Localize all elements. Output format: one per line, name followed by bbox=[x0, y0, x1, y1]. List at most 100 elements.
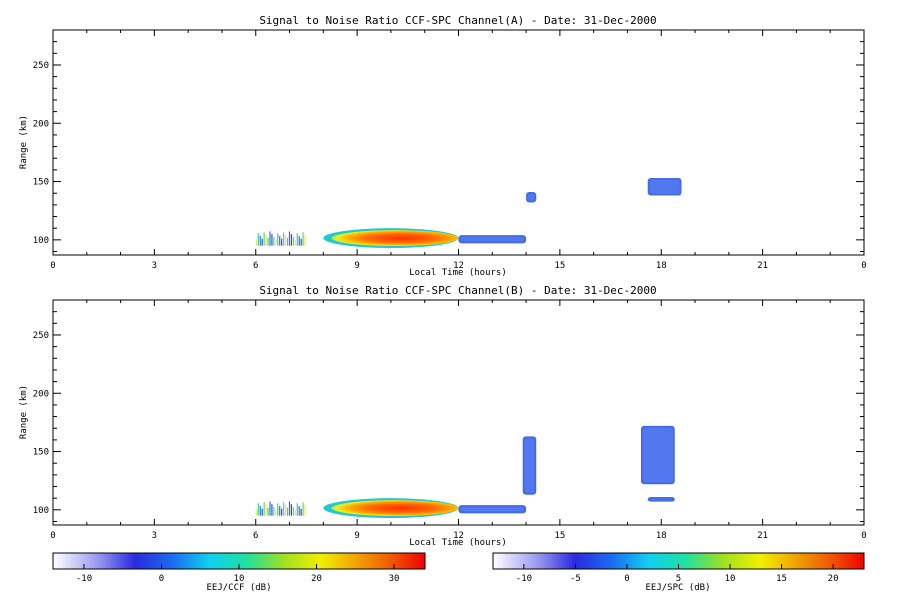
y-tick-label: 200 bbox=[33, 389, 49, 399]
snr-speckle bbox=[265, 235, 267, 246]
x-axis-label: Local Time (hours) bbox=[409, 268, 507, 278]
snr-speckle bbox=[271, 234, 273, 246]
x-tick-label: 18 bbox=[656, 531, 667, 541]
snr-speckle bbox=[277, 233, 279, 246]
y-tick-label: 150 bbox=[33, 178, 49, 188]
snr-speckle bbox=[296, 503, 298, 516]
colorbar-tick-label: 20 bbox=[311, 574, 322, 584]
y-tick-label: 250 bbox=[33, 331, 49, 341]
snr-speckle bbox=[286, 507, 289, 516]
colorbar-tick-label: -5 bbox=[570, 574, 581, 584]
colorbar-tick-label: 0 bbox=[624, 574, 629, 584]
snr-speckle bbox=[302, 502, 304, 516]
colorbar-tick-label: -10 bbox=[76, 574, 92, 584]
colorbar-tick-label: 10 bbox=[234, 574, 245, 584]
x-tick-label: 9 bbox=[354, 531, 359, 541]
colorbar-tick-label: 5 bbox=[676, 574, 681, 584]
snr-region-inner bbox=[524, 438, 535, 493]
snr-speckle bbox=[273, 506, 275, 516]
snr-speckle bbox=[286, 237, 289, 246]
x-tick-label: 0 bbox=[861, 531, 866, 541]
snr-speckle bbox=[288, 501, 291, 516]
x-axis-label: Local Time (hours) bbox=[409, 538, 507, 548]
x-tick-label: 9 bbox=[354, 261, 359, 271]
x-tick-label: 3 bbox=[152, 261, 157, 271]
heatmap-area bbox=[255, 425, 675, 519]
snr-speckle bbox=[298, 235, 300, 246]
x-axis-ticks: 0 3 6 9 12 15 18 21 0 bbox=[50, 300, 867, 541]
snr-speckle bbox=[275, 509, 277, 516]
x-axis-ticks: 0 3 6 9 12 15 18 21 0 bbox=[50, 30, 867, 271]
snr-speckle bbox=[294, 239, 296, 246]
panel-channel-b: Signal to Noise Ratio CCF-SPC Channel(B)… bbox=[19, 284, 867, 548]
x-tick-label: 18 bbox=[656, 261, 667, 271]
snr-speckle bbox=[294, 509, 296, 516]
snr-speckle bbox=[290, 504, 293, 516]
y-axis-ticks: 100 150 200 250 bbox=[33, 299, 864, 523]
x-tick-label: 6 bbox=[253, 531, 258, 541]
x-tick-label: 15 bbox=[554, 531, 565, 541]
snr-speckle bbox=[279, 235, 281, 246]
snr-speckle bbox=[267, 237, 269, 246]
snr-speckle bbox=[259, 505, 261, 516]
snr-speckle bbox=[304, 505, 306, 516]
y-axis-ticks: 100 150 200 250 bbox=[33, 29, 864, 253]
y-tick-label: 100 bbox=[33, 236, 49, 246]
snr-speckle bbox=[302, 232, 304, 246]
snr-speckle bbox=[281, 238, 283, 246]
snr-speckle bbox=[284, 235, 287, 246]
x-tick-label: 21 bbox=[757, 261, 768, 271]
snr-speckle bbox=[296, 233, 298, 246]
snr-speckle bbox=[283, 502, 285, 516]
colorbar-label: EEJ/SPC (dB) bbox=[645, 583, 710, 593]
snr-speckle bbox=[257, 233, 259, 246]
snr-region-core bbox=[331, 500, 459, 517]
snr-speckle bbox=[259, 235, 261, 246]
x-tick-label: 0 bbox=[50, 261, 55, 271]
snr-speckle bbox=[255, 239, 257, 246]
snr-speckle bbox=[263, 232, 265, 246]
colorbar-tick-label: 20 bbox=[828, 574, 839, 584]
y-axis-label: Range (km) bbox=[19, 115, 29, 169]
snr-speckle bbox=[267, 507, 269, 516]
snr-speckle bbox=[300, 238, 302, 246]
panel-channel-a: Signal to Noise Ratio CCF-SPC Channel(A)… bbox=[19, 14, 867, 278]
x-tick-label: 0 bbox=[50, 531, 55, 541]
colorbar-tick-label: 10 bbox=[725, 574, 736, 584]
x-tick-label: 0 bbox=[861, 261, 866, 271]
snr-speckle bbox=[300, 508, 302, 516]
snr-speckle bbox=[273, 236, 275, 246]
chart-title: Signal to Noise Ratio CCF-SPC Channel(A)… bbox=[259, 14, 656, 27]
y-tick-label: 200 bbox=[33, 119, 49, 129]
x-tick-label: 12 bbox=[453, 261, 464, 271]
snr-speckle bbox=[290, 234, 293, 246]
snr-speckle bbox=[304, 235, 306, 246]
y-tick-label: 150 bbox=[33, 448, 49, 458]
snr-speckle bbox=[292, 506, 294, 516]
y-axis-label: Range (km) bbox=[19, 385, 29, 439]
snr-speckle bbox=[292, 236, 294, 246]
snr-speckle bbox=[288, 231, 291, 246]
colorbar-tick-label: 30 bbox=[389, 574, 400, 584]
x-tick-label: 6 bbox=[253, 261, 258, 271]
snr-speckle bbox=[265, 505, 267, 516]
snr-speckle bbox=[275, 239, 277, 246]
snr-speckle bbox=[263, 502, 265, 516]
snr-speckle bbox=[279, 505, 281, 516]
snr-region-inner bbox=[649, 180, 680, 194]
plot-frame bbox=[52, 299, 865, 526]
snr-speckle bbox=[271, 504, 273, 516]
snr-speckle bbox=[284, 505, 287, 516]
heatmap-area bbox=[255, 178, 682, 249]
colorbar-spc: -10 -5 0 5 10 15 20 EEJ/SPC (dB) bbox=[492, 552, 865, 593]
x-tick-label: 3 bbox=[152, 531, 157, 541]
snr-speckle bbox=[255, 509, 257, 516]
snr-speckle bbox=[277, 503, 279, 516]
plot-frame bbox=[52, 29, 865, 256]
x-tick-label: 21 bbox=[757, 531, 768, 541]
colorbar-tick-label: -10 bbox=[516, 574, 532, 584]
snr-speckle bbox=[257, 503, 259, 516]
x-tick-label: 12 bbox=[453, 531, 464, 541]
y-tick-label: 100 bbox=[33, 506, 49, 516]
colorbar-ticks: -10 0 10 20 30 bbox=[76, 564, 400, 584]
